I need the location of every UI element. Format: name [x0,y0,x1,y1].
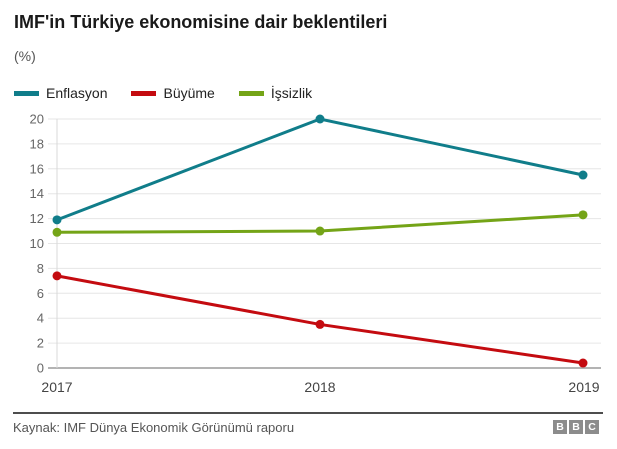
chart-legend: Enflasyon Büyüme İşsizlik [14,85,336,101]
footer-divider [13,412,603,414]
bbc-logo-letter-3: C [585,420,599,434]
legend-item-buyume: Büyüme [131,85,215,101]
chart-title: IMF'in Türkiye ekonomisine dair beklenti… [14,12,388,32]
y-tick-label-14: 14 [30,186,44,201]
y-tick-label-20: 20 [30,112,44,127]
data-point-buyume-2018 [315,319,325,329]
legend-swatch-enflasyon [14,90,39,96]
data-point-enflasyon-2017 [52,215,62,225]
data-point-buyume-2017 [52,271,62,281]
legend-label-issizlik: İşsizlik [270,85,313,101]
x-tick-label-2019: 2019 [568,379,599,395]
y-tick-label-18: 18 [30,136,44,151]
data-point-issizlik-2019 [578,210,588,220]
chart-subtitle: (%) [14,48,36,64]
y-tick-label-10: 10 [30,236,44,251]
x-tick-label-2017: 2017 [41,379,72,395]
data-point-enflasyon-2019 [578,170,588,180]
data-point-issizlik-2018 [315,226,325,236]
data-point-enflasyon-2018 [315,114,325,124]
data-point-issizlik-2017 [52,227,62,237]
plot-area: 0 2 4 6 8 10 12 14 16 18 20 2017 2018 2019 [30,112,601,395]
legend-label-buyume: Büyüme [163,85,215,101]
legend-label-enflasyon: Enflasyon [46,85,108,101]
y-tick-label-16: 16 [30,161,44,176]
x-tick-label-2018: 2018 [304,379,335,395]
legend-item-enflasyon: Enflasyon [14,85,107,101]
legend-swatch-buyume [131,90,157,96]
data-point-buyume-2019 [578,358,588,368]
bbc-logo-letter-1: B [553,420,567,434]
series-line-enflasyon [56,117,584,222]
series-line-buyume [56,274,584,365]
y-tick-label-6: 6 [37,286,44,301]
legend-swatch-issizlik [238,90,264,96]
y-tick-label-8: 8 [37,261,44,276]
bbc-logo-letter-2: B [569,420,583,434]
line-chart: 0 2 4 6 8 10 12 14 16 18 20 2017 2018 2019 [0,105,617,405]
y-tick-label-12: 12 [30,211,44,226]
source-text: Kaynak: IMF Dünya Ekonomik Görünümü rapo… [13,420,295,435]
y-tick-label-2: 2 [37,336,44,351]
legend-item-issizlik: İşsizlik [238,85,313,101]
y-tick-label-4: 4 [37,311,44,326]
y-tick-label-0: 0 [37,361,44,376]
